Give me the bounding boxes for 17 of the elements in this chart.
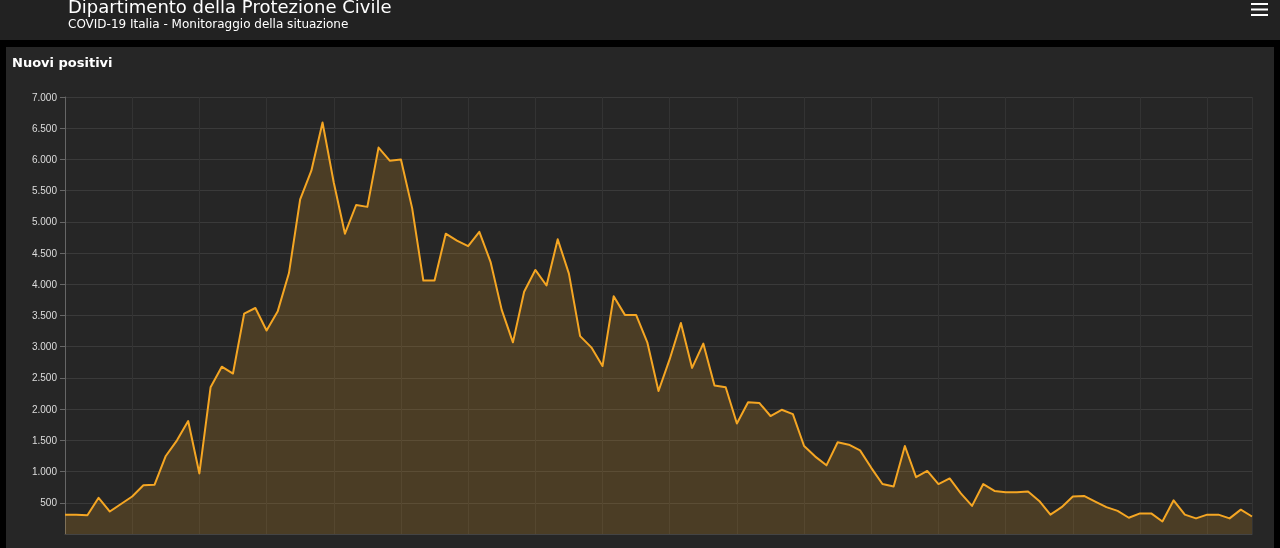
y-tick-label: 5.000 (31, 216, 58, 228)
y-tick-label: 3.000 (31, 341, 58, 353)
y-tick-label: 7.000 (31, 91, 58, 103)
y-tick-label: 4.500 (31, 247, 58, 259)
text: COVID-19 Italia - Monitoraggio della situazione (68, 17, 349, 31)
chart-title: Nuovi positivi (12, 55, 113, 70)
y-tick-label: 4.000 (31, 278, 58, 290)
text: Dipartimento della Protezione Civile (68, 0, 392, 17)
y-tick-label: 6.500 (31, 122, 58, 134)
y-tick-label: 5.500 (31, 185, 58, 197)
y-tick-label: 3.500 (31, 310, 58, 321)
y-tick-label: 2.500 (31, 372, 58, 384)
y-tick-label: 1.500 (31, 434, 58, 446)
y-tick-label: 500 (40, 497, 58, 509)
y-tick-label: 1.000 (31, 466, 58, 478)
y-tick-label: 2.000 (31, 403, 58, 415)
y-tick-label: 6.000 (31, 153, 58, 165)
